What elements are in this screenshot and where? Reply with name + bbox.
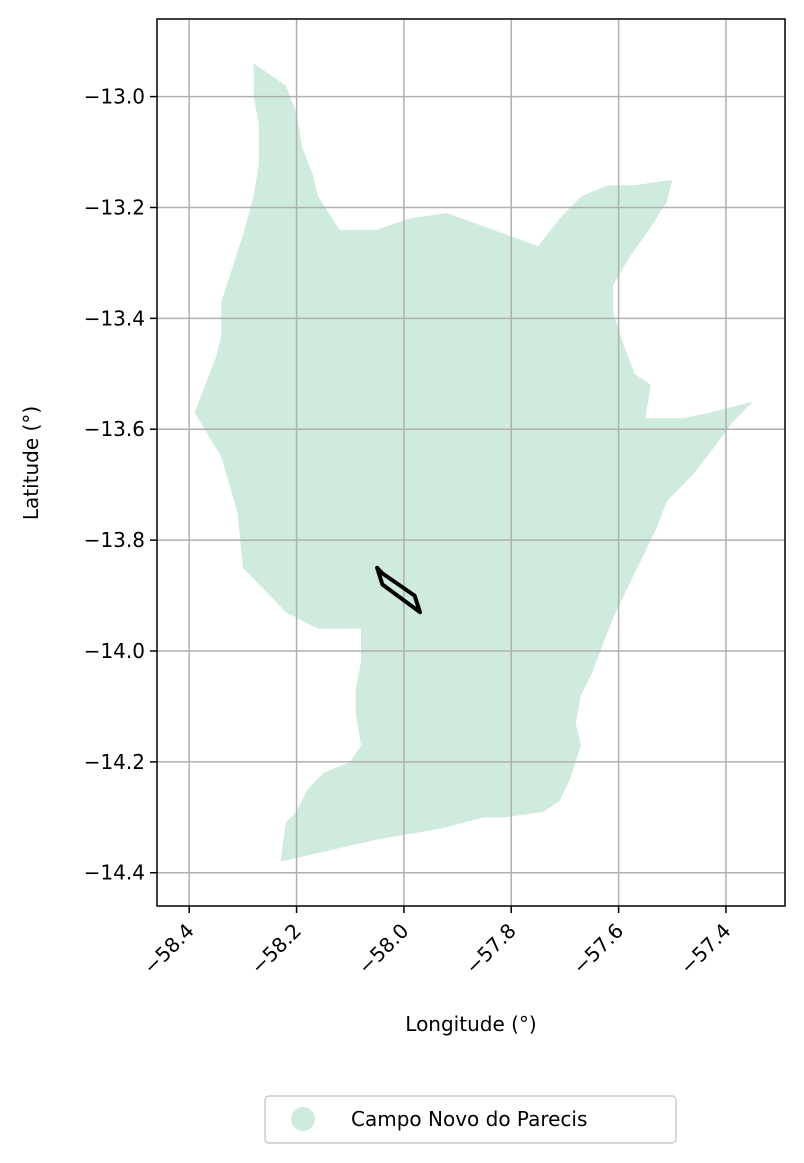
campo-novo-do-parecis-region <box>194 63 753 862</box>
legend-label: Campo Novo do Parecis <box>351 1107 587 1131</box>
plot-frame <box>156 18 786 907</box>
plot-area <box>157 19 785 906</box>
x-axis-title: Longitude (°) <box>405 1012 536 1036</box>
y-tick-label: −13.0 <box>84 85 145 109</box>
y-tick-label: −13.4 <box>84 306 145 330</box>
y-tick-label: −13.6 <box>84 417 145 441</box>
legend: Campo Novo do Parecis <box>264 1095 677 1144</box>
highlight-outline <box>375 565 422 615</box>
y-tick-label: −13.2 <box>84 195 145 219</box>
y-tick-label: −14.0 <box>84 639 145 663</box>
legend-frame <box>264 1095 677 1144</box>
y-tick-label: −14.2 <box>84 750 145 774</box>
y-tick-label: −13.8 <box>84 528 145 552</box>
y-tick-label: −14.4 <box>84 861 145 885</box>
y-axis-ticks: −13.0 −13.2 −13.4 −13.6 −13.8 −14.0 −14.2 −14.4 <box>84 85 157 885</box>
grid-lines <box>157 19 785 906</box>
legend-swatch <box>291 1107 315 1131</box>
y-axis-title: Latitude (°) <box>19 406 43 520</box>
